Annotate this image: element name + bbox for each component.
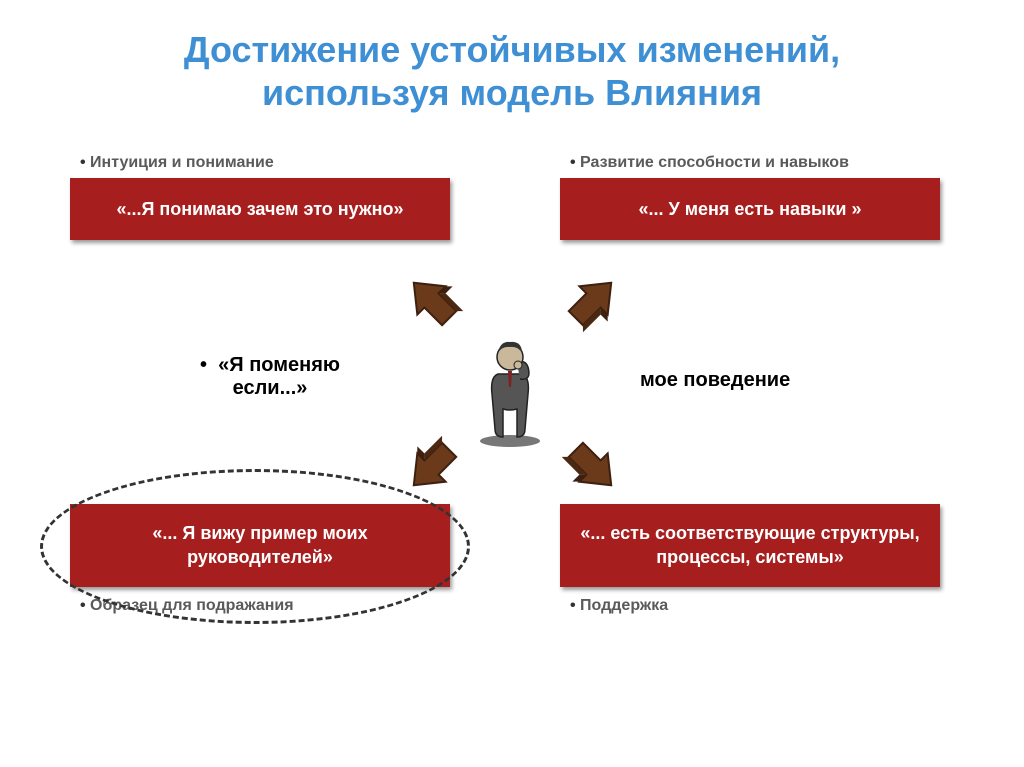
influence-model-diagram: Интуиция и понимание «...Я понимаю зачем… xyxy=(0,134,1024,734)
box-have-skills: «... У меня есть навыки » xyxy=(560,178,940,240)
arrow-top-right-icon xyxy=(555,269,625,339)
side-label-right: мое поведение xyxy=(640,369,790,392)
bullet-role-model: Образец для подражания xyxy=(80,597,450,615)
arrow-top-left-icon xyxy=(400,269,470,339)
bullet-skills-dev: Развитие способности и навыков xyxy=(570,154,940,172)
side-label-left: • «Я поменяю если...» xyxy=(160,354,380,400)
title-line-2: используя модель Влияния xyxy=(262,72,762,113)
arrow-bottom-right-icon xyxy=(555,429,625,499)
page-title: Достижение устойчивых изменений, использ… xyxy=(0,0,1024,114)
quadrant-top-left: Интуиция и понимание «...Я понимаю зачем… xyxy=(70,154,450,240)
box-role-model: «... Я вижу пример моих руководителей» xyxy=(70,504,450,587)
bullet-intuition: Интуиция и понимание xyxy=(80,154,450,172)
side-label-left-text: «Я поменяю если...» xyxy=(218,354,340,399)
arrow-bottom-left-icon xyxy=(400,429,470,499)
quadrant-bottom-right: «... есть соответствующие структуры, про… xyxy=(560,504,940,615)
box-structures: «... есть соответствующие структуры, про… xyxy=(560,504,940,587)
quadrant-top-right: Развитие способности и навыков «... У ме… xyxy=(560,154,940,240)
box-understand-why: «...Я понимаю зачем это нужно» xyxy=(70,178,450,240)
side-label-right-text: мое поведение xyxy=(640,369,790,391)
quadrant-bottom-left: «... Я вижу пример моих руководителей» О… xyxy=(70,504,450,615)
bullet-support: Поддержка xyxy=(570,597,940,615)
title-line-1: Достижение устойчивых изменений, xyxy=(184,29,840,70)
thinking-person-icon xyxy=(470,329,550,449)
